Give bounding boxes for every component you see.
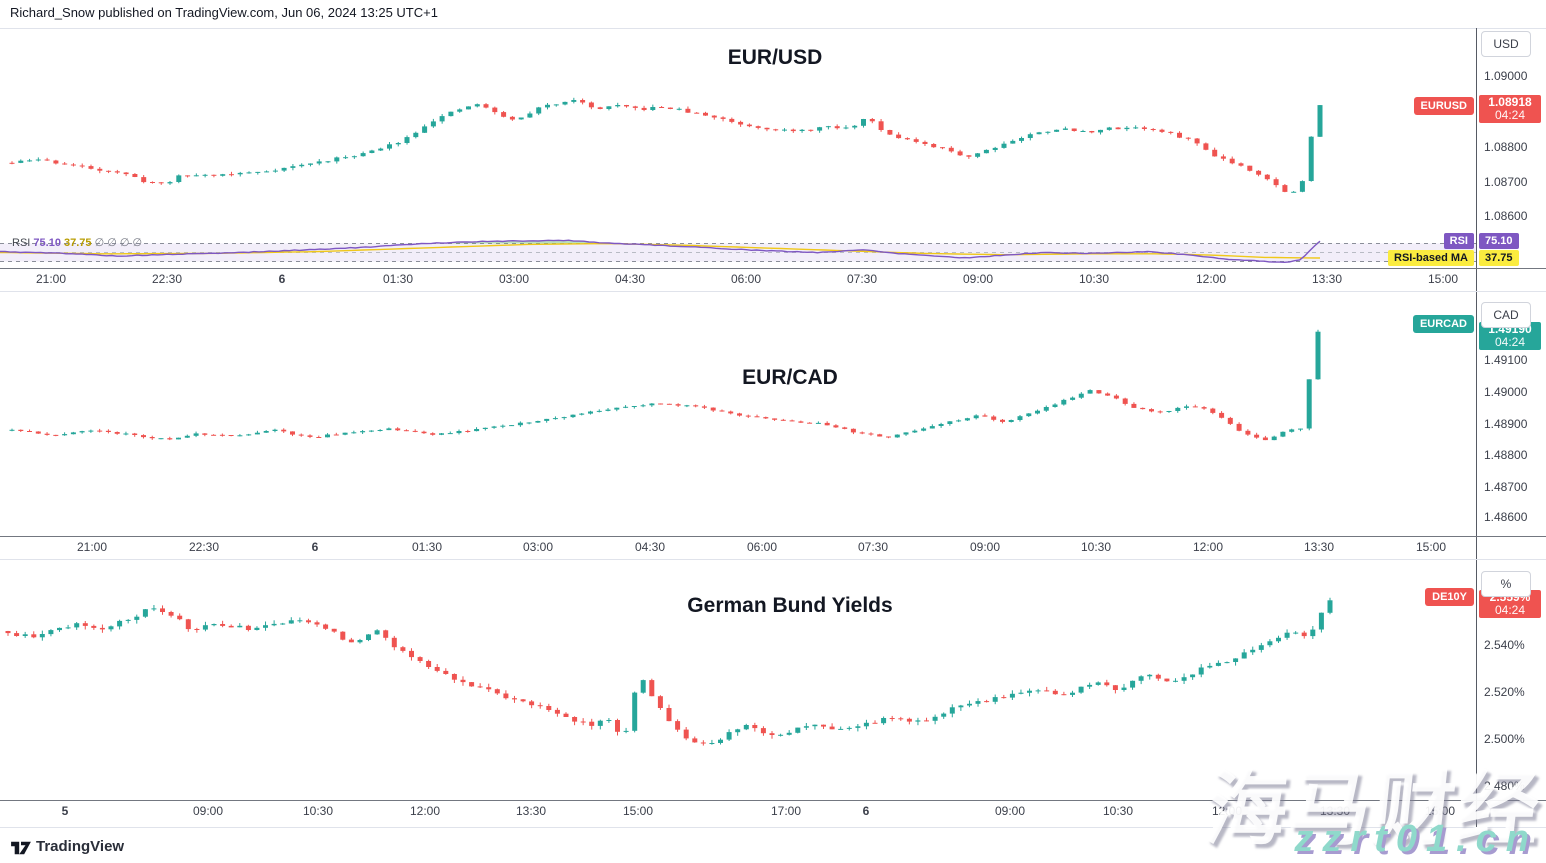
EURUSD-symbol-label: EURUSD (1413, 97, 1474, 115)
last-price-countdown: 04:24 (1494, 603, 1526, 618)
rsi-ma-scale-name-box: RSI-based MA (1388, 250, 1474, 266)
time-axis-label: 04:30 (634, 540, 666, 554)
tradingview-logo-icon[interactable] (10, 839, 32, 862)
time-axis-label: 04:30 (614, 272, 646, 286)
price-scale-separator (1476, 28, 1477, 827)
time-axis-label: 10:30 (1078, 272, 1110, 286)
rsi-scale-value-box: 75.10 (1479, 233, 1519, 250)
watermark-site-url: zzrt01.cn (1294, 818, 1538, 860)
time-axis-label: 07:30 (846, 272, 878, 286)
time-axis-label: 15:00 (1424, 804, 1456, 818)
time-axis-label: 15:00 (1427, 272, 1459, 286)
time-axis-label: 6 (862, 804, 870, 818)
time-axis-label: 01:30 (411, 540, 443, 554)
time-axis-border (0, 536, 1546, 537)
price-scale-label: 1.48900 (1484, 417, 1528, 431)
tradingview-brand-text[interactable]: TradingView (36, 838, 125, 855)
time-axis-label: 15:00 (1415, 540, 1447, 554)
chart-title-EURCAD: EUR/CAD (742, 366, 838, 389)
rsi-legend-item: 75.10 (33, 237, 64, 249)
rsi-legend-item: ∅ ∅ ∅ ∅ (94, 237, 143, 249)
panel-bottom-border (0, 291, 1546, 292)
EURUSD-last-price-box: 1.08918 04:24 (1479, 95, 1541, 124)
DE10Y-symbol-label: DE10Y (1425, 588, 1474, 606)
price-scale-label: 2.500% (1484, 732, 1525, 746)
price-scale-label: 1.08600 (1484, 209, 1528, 223)
time-axis-label: 03:00 (498, 272, 530, 286)
time-axis-border (0, 800, 1546, 801)
time-axis-label: 12:00 (409, 804, 441, 818)
rsi-legend-item: RSI (12, 237, 34, 249)
EURCAD-candle-series (9, 329, 1321, 441)
time-axis-label: 09:00 (192, 804, 224, 818)
price-scale-unit-box: % (1481, 571, 1531, 597)
time-axis-label: 01:30 (382, 272, 414, 286)
price-scale-unit-box: CAD (1481, 302, 1531, 328)
time-axis-label: 06:00 (746, 540, 778, 554)
time-axis-label: 10:30 (1080, 540, 1112, 554)
rsi-scale-name-box: RSI (1443, 233, 1474, 250)
time-axis-label: 13:30 (1303, 540, 1335, 554)
time-axis-label: 21:00 (76, 540, 108, 554)
time-axis-label: 13:30 (1311, 272, 1343, 286)
price-scale-label: 1.08700 (1484, 175, 1528, 189)
rsi-legend-item: 37.75 (64, 237, 95, 249)
time-axis-label: 13:30 (1319, 804, 1351, 818)
time-axis-label: 6 (278, 272, 286, 286)
panel-bottom-border (0, 827, 1546, 828)
time-axis-label: 03:00 (522, 540, 554, 554)
time-axis-label: 12:00 (1211, 804, 1243, 818)
time-axis-border (0, 268, 1546, 269)
time-axis-label: 07:30 (857, 540, 889, 554)
last-price-countdown: 04:24 (1494, 108, 1526, 123)
price-scale-label: 1.48700 (1484, 480, 1528, 494)
price-scale-label: 1.08800 (1484, 140, 1528, 154)
attribution-text: Richard_Snow published on TradingView.co… (10, 5, 438, 20)
price-scale-unit-box: USD (1481, 31, 1531, 57)
DE10Y-candle-series (5, 597, 1333, 746)
EURUSD-candle-series (9, 97, 1323, 193)
time-axis-label: 21:00 (35, 272, 67, 286)
rsi-legend: RSI 75.10 37.75 ∅ ∅ ∅ ∅ (12, 236, 142, 249)
time-axis-label: 09:00 (962, 272, 994, 286)
panel-bottom-border (0, 559, 1546, 560)
time-axis-label: 10:30 (1102, 804, 1134, 818)
time-axis-label: 15:00 (622, 804, 654, 818)
rsi-line (0, 239, 1321, 264)
time-axis-label: 12:00 (1195, 272, 1227, 286)
rsi-ma-scale-value-box: 37.75 (1479, 250, 1519, 266)
time-axis-label: 22:30 (188, 540, 220, 554)
price-scale-label: 1.49100 (1484, 353, 1528, 367)
time-axis-label: 10:30 (302, 804, 334, 818)
time-axis-label: 09:00 (994, 804, 1026, 818)
price-scale-label: 1.09000 (1484, 69, 1528, 83)
time-axis-label: 13:30 (515, 804, 547, 818)
time-axis-label: 17:00 (770, 804, 802, 818)
price-scale-label: 1.48600 (1484, 510, 1528, 524)
time-axis-label: 6 (311, 540, 319, 554)
last-price-value: 1.08918 (1488, 95, 1532, 110)
EURCAD-symbol-label: EURCAD (1412, 315, 1474, 333)
chart-title-DE10Y: German Bund Yields (687, 594, 893, 617)
price-scale-label: 1.49000 (1484, 385, 1528, 399)
time-axis-label: 09:00 (969, 540, 1001, 554)
time-axis-label: 5 (61, 804, 69, 818)
chart-title-EURUSD: EUR/USD (727, 46, 823, 69)
time-axis-label: 22:30 (151, 272, 183, 286)
last-price-countdown: 04:24 (1494, 334, 1526, 349)
price-scale-label: 2.540% (1484, 638, 1525, 652)
price-scale-label: 1.48800 (1484, 448, 1528, 462)
chart-top-border (0, 28, 1546, 29)
time-axis-label: 12:00 (1192, 540, 1224, 554)
price-scale-label: 2.520% (1484, 685, 1525, 699)
price-scale-label: 2.480% (1484, 779, 1525, 793)
time-axis-label: 06:00 (730, 272, 762, 286)
